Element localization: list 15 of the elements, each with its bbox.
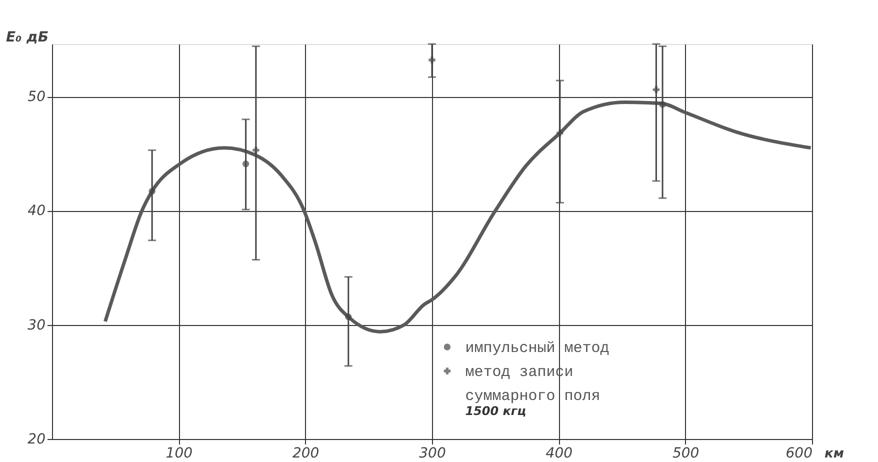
y-tick-label: 50: [28, 89, 46, 106]
y-tick-label: 30: [28, 317, 46, 334]
x-tick-label: 100: [166, 446, 193, 462]
annotation: 1500 кгц: [465, 404, 526, 418]
legend-label: импульсный метод: [465, 340, 610, 357]
y-tick-label: 20: [28, 432, 46, 448]
x-tick-label: 300: [419, 446, 446, 462]
x-tick-label: 200: [292, 446, 320, 462]
x-axis-title: км: [824, 446, 844, 462]
line-series: [103, 100, 812, 334]
x-tick-label: 400: [546, 446, 573, 462]
y-tick-label: 40: [28, 203, 46, 220]
x-tick-label: 500: [672, 446, 700, 462]
y-axis-title: E₀ дБ: [6, 30, 48, 46]
x-tick-label: 600: [786, 446, 813, 462]
